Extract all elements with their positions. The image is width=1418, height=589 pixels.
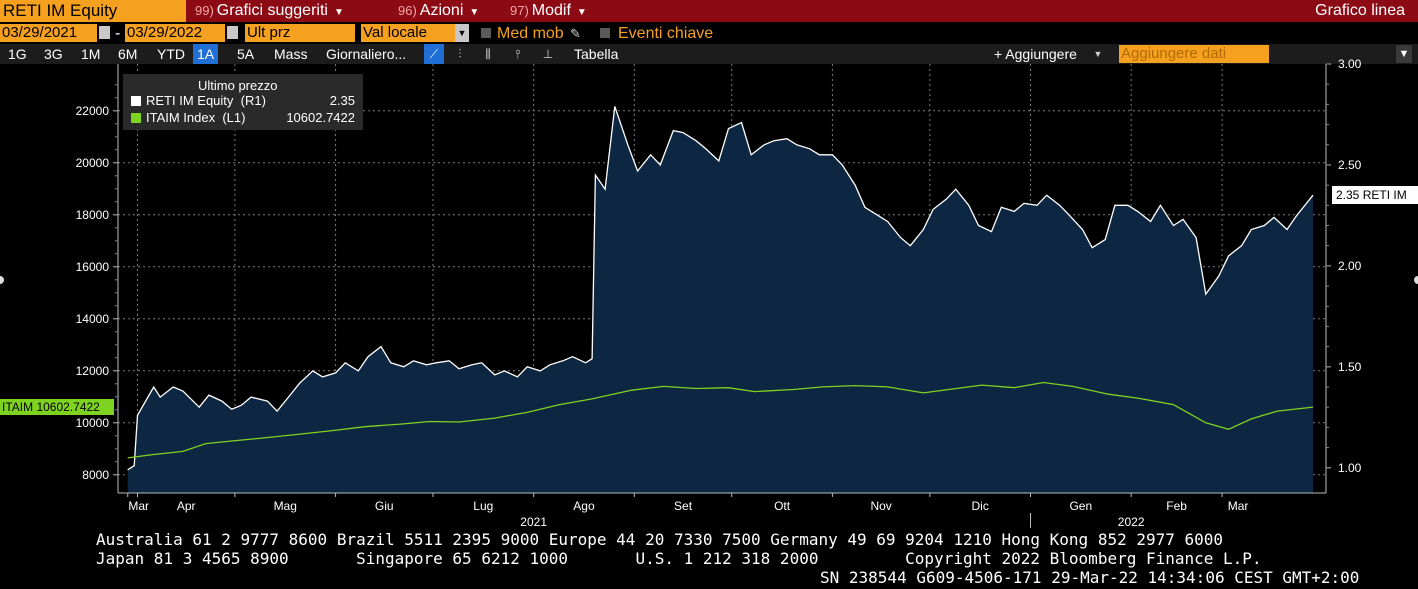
menu-number: 99) <box>195 3 214 18</box>
legend-swatch-itaim <box>131 113 141 123</box>
period-1a-selected[interactable]: 1A <box>193 44 219 64</box>
x-month-label: Mar <box>1228 499 1249 513</box>
period-3g[interactable]: 3G <box>44 46 63 62</box>
moving-average-checkbox[interactable] <box>481 28 491 38</box>
bar-chart-icon[interactable]: ⫶ <box>458 47 462 61</box>
right-tick-label: 1.00 <box>1338 461 1362 475</box>
line-chart-icon[interactable]: ⟋ <box>424 44 444 64</box>
legend-label-reti: RETI IM Equity (R1) <box>146 93 266 108</box>
contact-line-2: Japan 81 3 4565 8900 Singapore 65 6212 1… <box>96 549 1262 568</box>
x-year-label: 2021 <box>520 515 547 529</box>
series-line-reti <box>127 106 1314 471</box>
period-max[interactable]: Mass <box>274 46 308 62</box>
period-5a[interactable]: 5A <box>237 46 255 62</box>
legend-panel: Ultimo prezzo RETI IM Equity (R1) 2.35 I… <box>123 74 363 130</box>
contact-line-1: Australia 61 2 9777 8600 Brazil 5511 239… <box>96 530 1224 549</box>
x-year-label: 2022 <box>1118 515 1145 529</box>
chevron-down-icon[interactable]: ▼ <box>455 24 469 42</box>
x-month-label: Ott <box>774 499 791 513</box>
date-separator: - <box>115 25 121 42</box>
filter-icon[interactable]: ▼ <box>1396 45 1412 63</box>
x-month-label: Mag <box>274 499 297 513</box>
period-1m[interactable]: 1M <box>81 46 101 62</box>
scroll-right-handle[interactable] <box>1414 276 1418 284</box>
suggested-charts-menu[interactable]: 99) Grafici suggeriti ▼ <box>195 0 344 22</box>
left-tick-label: 16000 <box>76 260 110 274</box>
x-month-label: Dic <box>971 499 988 513</box>
legend-value-itaim: 10602.7422 <box>286 110 355 125</box>
menu-number: 97) <box>510 3 529 18</box>
left-tick-label: 8000 <box>82 468 109 482</box>
menu-number: 96) <box>398 3 417 18</box>
key-events-checkbox[interactable] <box>600 28 610 38</box>
add-button[interactable]: + Aggiungere <box>994 46 1077 62</box>
x-month-label: Ago <box>573 499 595 513</box>
chevron-down-icon: ▼ <box>469 7 480 18</box>
left-tick-label: 20000 <box>76 156 110 170</box>
key-events-label: Eventi chiave <box>618 25 714 42</box>
chevron-down-icon[interactable]: ▼ <box>1093 49 1103 59</box>
left-tick-label: 22000 <box>76 104 110 118</box>
series-line-itaim <box>127 381 1314 459</box>
end-date-field[interactable]: 03/29/2022 <box>125 24 225 42</box>
chevron-down-icon: ▼ <box>576 7 587 18</box>
right-tick-label: 2.00 <box>1338 259 1362 273</box>
left-tick-label: 10000 <box>76 416 110 430</box>
candlestick-icon[interactable]: ⫯ <box>515 47 521 61</box>
right-tick-label: 2.50 <box>1338 158 1362 172</box>
itaim-last-value-tag: ITAIM 10602.7422 <box>0 399 114 416</box>
right-tick-label: 1.50 <box>1338 360 1362 374</box>
actions-menu[interactable]: 96) Azioni ▼ <box>398 0 479 22</box>
x-month-label: Feb <box>1166 499 1187 513</box>
legend-value-reti: 2.35 <box>329 93 355 108</box>
edit-menu[interactable]: 97) Modif ▼ <box>510 0 587 22</box>
crosshair-icon[interactable]: ⊥ <box>542 47 554 61</box>
left-tick-label: 14000 <box>76 312 110 326</box>
table-button[interactable]: Tabella <box>574 46 619 62</box>
series-area-reti <box>127 106 1314 494</box>
period-6m[interactable]: 6M <box>118 46 138 62</box>
moving-average-label: Med mob <box>497 25 564 42</box>
start-date-field[interactable]: 03/29/2021 <box>0 24 97 42</box>
add-data-input[interactable]: Aggiungere dati <box>1119 45 1269 63</box>
reti-last-value-tag: 2.35 RETI IM <box>1332 186 1418 205</box>
x-month-label: Apr <box>177 499 196 513</box>
x-month-label: Nov <box>870 499 891 513</box>
menu-label: Azioni <box>419 2 464 19</box>
left-tick-label: 18000 <box>76 208 110 222</box>
calendar-icon[interactable] <box>227 26 238 39</box>
legend-swatch-reti <box>131 96 141 106</box>
title-bar <box>0 0 1418 22</box>
session-info: SN 238544 G609-4506-171 29-Mar-22 14:34:… <box>820 568 1360 587</box>
period-1g[interactable]: 1G <box>8 46 27 62</box>
toolbar <box>0 44 1418 64</box>
period-ytd[interactable]: YTD <box>157 46 185 62</box>
chevron-down-icon: ▼ <box>333 7 344 18</box>
ohlc-chart-icon[interactable]: ⫼ <box>485 47 491 61</box>
x-month-label: Lug <box>473 499 493 513</box>
menu-label: Modif <box>531 2 571 19</box>
legend-header: Ultimo prezzo <box>198 78 278 93</box>
chart-type-title: Grafico linea <box>1315 2 1405 19</box>
pencil-icon[interactable]: ✎ <box>570 26 581 41</box>
left-tick-label: 12000 <box>76 364 110 378</box>
menu-label: Grafici suggeriti <box>216 2 328 19</box>
x-month-label: Giu <box>375 499 394 513</box>
currency-select[interactable]: Val locale <box>361 24 455 42</box>
price-field-select[interactable]: Ult prz <box>245 24 355 42</box>
x-month-label: Gen <box>1069 499 1092 513</box>
frequency-select[interactable]: Giornaliero... <box>326 46 407 62</box>
ticker-field[interactable]: RETI IM Equity <box>0 0 186 22</box>
x-month-label: Set <box>674 499 693 513</box>
scroll-left-handle[interactable] <box>0 276 4 284</box>
x-month-label: Mar <box>128 499 149 513</box>
legend-label-itaim: ITAIM Index (L1) <box>146 110 246 125</box>
calendar-icon[interactable] <box>99 26 110 39</box>
right-tick-label: 3.00 <box>1338 57 1362 71</box>
